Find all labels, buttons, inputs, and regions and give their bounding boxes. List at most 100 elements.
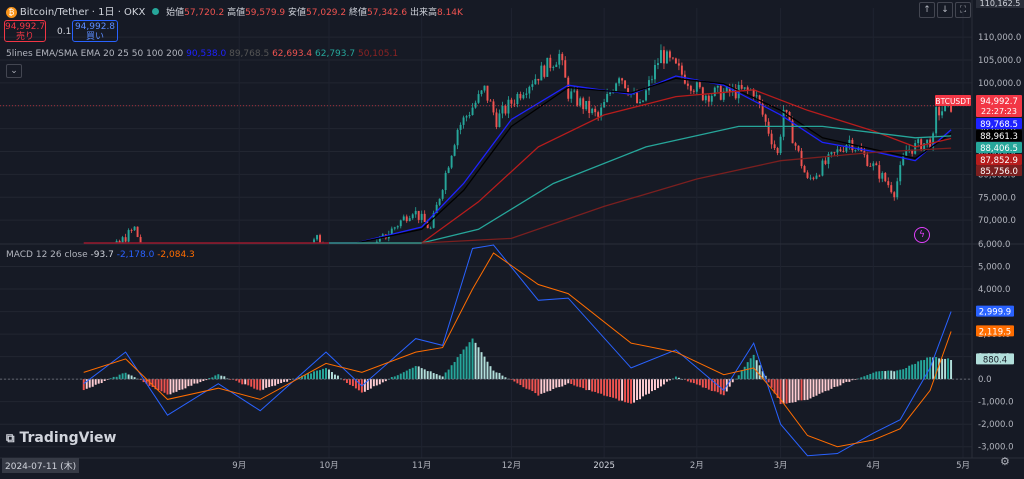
macd-histogram-bar xyxy=(941,358,944,380)
ma-indicator-name: 5lines EMA/SMA EMA 20 25 50 100 200 xyxy=(6,49,184,59)
ema20-value: 90,538.0 xyxy=(186,49,227,59)
collapse-chevron-icon[interactable]: ⌄ xyxy=(6,64,22,78)
macd-histogram-bar xyxy=(746,362,749,380)
candle-body xyxy=(313,239,316,243)
macd-histogram-bar xyxy=(163,379,166,393)
candle-body xyxy=(130,230,133,231)
ma-legend[interactable]: 5lines EMA/SMA EMA 20 25 50 100 200 90,5… xyxy=(6,49,398,59)
macd-histogram-bar xyxy=(85,379,88,389)
macd-histogram-bar xyxy=(917,361,920,380)
candle-body xyxy=(648,80,650,91)
macd-histogram-bar xyxy=(758,365,761,380)
candle-body xyxy=(656,63,659,66)
candle-body xyxy=(740,84,743,89)
candle-body xyxy=(824,160,827,164)
candle-body xyxy=(495,112,498,128)
macd-histogram-bar xyxy=(630,379,633,404)
macd-legend[interactable]: MACD 12 26 close -93.7 -2,178.0 -2,084.3 xyxy=(6,250,195,260)
candle-body xyxy=(671,57,674,59)
macd-histogram-bar xyxy=(863,376,866,380)
candle-body xyxy=(492,101,495,113)
ema100-value: 62,793.7 xyxy=(315,49,356,59)
candle-body xyxy=(399,220,402,227)
macd-histogram-bar xyxy=(920,360,923,380)
candle-body xyxy=(704,95,707,101)
maximize-icon[interactable]: ⛶ xyxy=(955,2,971,18)
macd-histogram-bar xyxy=(866,375,869,380)
macd-histogram-bar xyxy=(184,379,187,389)
macd-histogram-bar xyxy=(169,379,172,395)
macd-histogram-bar xyxy=(600,379,603,394)
macd-histogram-bar xyxy=(357,379,360,391)
macd-axis-tag xyxy=(976,325,1014,337)
macd-histogram-bar xyxy=(665,379,668,382)
lightning-icon[interactable]: ϟ xyxy=(914,227,930,243)
time-axis-tick-label: 4月 xyxy=(866,461,880,471)
settings-gear-icon[interactable]: ⚙ xyxy=(1000,455,1010,468)
macd-histogram-bar xyxy=(606,379,609,397)
macd-histogram-bar xyxy=(124,372,127,380)
candle-body xyxy=(938,106,941,116)
macd-histogram-bar xyxy=(519,379,522,385)
candle-body xyxy=(316,235,318,240)
candle-body xyxy=(121,237,124,243)
macd-histogram-bar xyxy=(522,379,525,388)
macd-histogram-bar xyxy=(938,358,941,380)
candles-group xyxy=(115,44,953,243)
macd-histogram-bar xyxy=(271,379,274,387)
macd-histogram-bar xyxy=(779,379,782,405)
macd-histogram-bar xyxy=(483,356,486,380)
macd-histogram-bar xyxy=(570,379,573,384)
macd-histogram-bar xyxy=(848,379,851,382)
macd-histogram-bar xyxy=(342,379,345,381)
candle-body xyxy=(812,177,815,179)
macd-histogram-bar xyxy=(459,353,462,380)
candle-body xyxy=(923,143,926,151)
candle-body xyxy=(546,57,549,77)
macd-axis-tick-label: -2,000.0 xyxy=(978,420,1014,430)
macd-histogram-bar xyxy=(166,379,169,395)
macd-line xyxy=(83,244,952,457)
macd-histogram-bar xyxy=(199,379,202,383)
candle-body xyxy=(477,94,480,103)
candle-body xyxy=(902,156,905,166)
macd-axis-tick-label: 4,000.0 xyxy=(978,285,1010,295)
price-axis-tag-label: 88,961.3 xyxy=(980,132,1018,142)
macd-line-value: -2,178.0 xyxy=(116,250,155,260)
arrow-up-icon[interactable]: ↑ xyxy=(919,2,935,18)
macd-histogram-bar xyxy=(381,379,384,383)
macd-histogram-bar xyxy=(624,379,627,403)
macd-histogram-bar xyxy=(752,354,755,380)
macd-axis-tag-label: 2,999.9 xyxy=(979,308,1011,318)
symbol-title[interactable]: Bitcoin/Tether · 1日 · OKX xyxy=(19,7,146,18)
macd-histogram-bar xyxy=(791,379,794,403)
sell-button[interactable]: 94,992.7 売り xyxy=(4,20,46,42)
candle-body xyxy=(830,152,833,155)
arrow-down-icon[interactable]: ↓ xyxy=(937,2,953,18)
macd-histogram-bar xyxy=(860,377,863,380)
macd-histogram-bar xyxy=(313,371,316,380)
macd-histogram-bar xyxy=(304,375,307,380)
macd-histogram-bar xyxy=(316,370,318,380)
macd-histogram-bar xyxy=(190,379,193,386)
macd-histogram-bar xyxy=(244,379,247,385)
candle-body xyxy=(950,100,953,112)
candle-body xyxy=(432,213,435,228)
macd-histogram-bar xyxy=(800,379,803,401)
macd-histogram-bar xyxy=(902,369,905,380)
candle-body xyxy=(139,237,142,243)
macd-histogram-group xyxy=(82,338,953,405)
buy-button[interactable]: 94,992.8 買い xyxy=(72,20,118,42)
macd-histogram-bar xyxy=(118,374,121,380)
candle-body xyxy=(543,65,546,77)
candle-body xyxy=(444,172,447,191)
candle-body xyxy=(483,85,486,91)
macd-histogram-bar xyxy=(510,379,513,380)
candle-body xyxy=(854,150,857,151)
candle-body xyxy=(504,105,507,114)
candle-body xyxy=(396,226,399,228)
candle-body xyxy=(758,95,761,104)
candle-body xyxy=(561,53,564,61)
macd-histogram-bar xyxy=(654,379,656,391)
